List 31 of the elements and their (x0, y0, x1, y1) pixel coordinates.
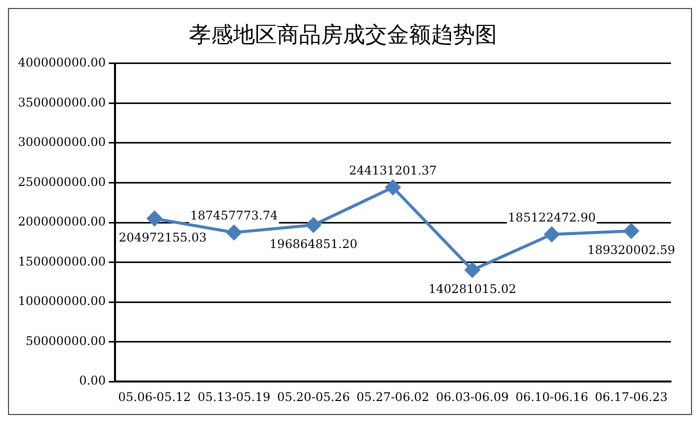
point (624, 223, 639, 238)
data-label: 187457773.74 (190, 208, 278, 223)
y-tick-label: 350000000.00 (18, 95, 106, 110)
data-label: 185122472.90 (508, 210, 596, 224)
point (306, 217, 321, 232)
y-tick-label: 300000000.00 (18, 135, 106, 150)
data-label: 244131201.37 (349, 164, 437, 178)
x-tick-label: 06.03-06.09 (436, 390, 509, 404)
x-tick-label: 05.27-06.02 (356, 390, 430, 404)
x-tick-label: 05.06-05.12 (118, 390, 191, 404)
x-tick-label: 06.10-06.16 (515, 390, 588, 404)
data-label: 196864851.20 (270, 237, 358, 252)
point (385, 180, 400, 195)
point (147, 211, 162, 226)
x-tick-label: 06.17-06.23 (594, 390, 668, 404)
y-tick-label: 150000000.00 (18, 254, 106, 268)
point (226, 224, 242, 240)
y-tick-label: 100000000.00 (18, 294, 106, 308)
y-tick-label: 50000000.00 (26, 334, 106, 348)
data-label: 189320002.59 (587, 243, 676, 258)
chart-title: 孝感地区商品房成交金额趋势图 (189, 22, 497, 48)
x-tick-label: 05.13-05.19 (198, 390, 270, 404)
data-label: 204972155.03 (118, 230, 207, 245)
y-tick-label: 0.00 (79, 374, 106, 388)
data-label: 140281015.02 (428, 282, 516, 296)
point (544, 226, 560, 242)
y-tick-label: 200000000.00 (18, 214, 106, 229)
y-tick-label: 400000000.00 (18, 56, 106, 70)
y-tick-label: 250000000.00 (18, 174, 106, 189)
x-tick-label: 05.20-05.26 (277, 390, 350, 404)
point (464, 262, 480, 278)
